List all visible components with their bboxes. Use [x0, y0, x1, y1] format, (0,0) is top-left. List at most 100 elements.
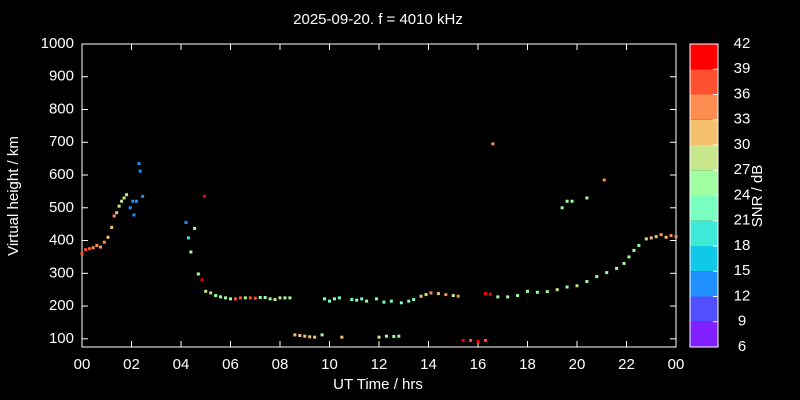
data-point — [365, 299, 369, 303]
data-point — [141, 194, 145, 198]
data-point — [196, 272, 200, 276]
y-tick-label: 300 — [49, 264, 74, 281]
data-point — [238, 296, 242, 300]
data-point — [303, 334, 307, 338]
colorbar-tick-label: 6 — [738, 338, 746, 355]
data-point — [632, 248, 636, 252]
data-point — [332, 297, 336, 301]
x-tick-label: 10 — [321, 356, 338, 373]
data-point — [209, 291, 213, 295]
data-point — [496, 295, 500, 299]
colorbar-tick-label: 33 — [734, 111, 751, 128]
data-point — [112, 214, 116, 218]
data-point — [278, 296, 282, 300]
data-point — [233, 297, 237, 301]
colorbar-tick-label: 39 — [734, 60, 751, 77]
data-point — [570, 199, 574, 203]
data-point — [120, 199, 124, 203]
data-point — [397, 334, 401, 338]
data-point — [99, 245, 103, 249]
data-point — [95, 243, 99, 247]
data-point — [132, 213, 136, 217]
data-point — [483, 338, 487, 342]
data-point — [516, 294, 520, 298]
data-point — [110, 225, 114, 229]
data-point — [117, 204, 121, 208]
colorbar-band — [690, 94, 718, 120]
data-point — [605, 271, 609, 275]
data-point — [360, 297, 364, 301]
y-tick-label: 1000 — [41, 35, 74, 52]
colorbar-tick-label: 27 — [734, 161, 751, 178]
data-point — [444, 293, 448, 297]
data-point — [134, 199, 138, 203]
data-point — [399, 301, 403, 305]
data-point — [436, 292, 440, 296]
data-point — [328, 299, 331, 303]
data-point — [102, 240, 106, 244]
data-point — [392, 335, 396, 339]
y-tick-label: 500 — [49, 199, 74, 216]
colorbar-band — [690, 145, 718, 171]
data-point — [263, 296, 267, 300]
colorbar-tick-label: 30 — [734, 136, 751, 153]
data-point — [461, 338, 465, 342]
x-tick-label: 08 — [272, 356, 289, 373]
data-point — [602, 178, 606, 182]
data-point — [491, 142, 495, 146]
data-point — [80, 252, 84, 256]
x-axis-label: UT Time / hrs — [333, 376, 423, 393]
data-point — [308, 335, 312, 339]
data-point — [128, 206, 132, 210]
x-tick-label: 22 — [618, 356, 635, 373]
data-point — [229, 297, 232, 301]
data-point — [200, 278, 204, 282]
data-point — [355, 298, 359, 302]
x-tick-label: 06 — [222, 356, 239, 373]
data-point — [476, 339, 480, 343]
x-tick-label: 18 — [519, 356, 536, 373]
x-tick-label: 16 — [470, 356, 487, 373]
colorbar-band — [690, 44, 718, 70]
data-point — [375, 297, 379, 301]
colorbar-tick-label: 36 — [734, 85, 751, 102]
colorbar-label: SNR / dB — [749, 165, 766, 228]
colorbar-band — [690, 69, 718, 95]
data-point — [293, 333, 297, 337]
data-point — [337, 296, 341, 300]
colorbar-tick-label: 21 — [734, 212, 751, 229]
data-point — [248, 296, 252, 300]
data-point — [122, 196, 126, 200]
data-point — [313, 335, 317, 339]
x-tick-label: 00 — [668, 356, 685, 373]
data-point — [189, 250, 193, 254]
y-tick-label: 100 — [49, 330, 74, 347]
data-point — [659, 233, 663, 237]
data-point — [424, 293, 428, 297]
data-point — [627, 255, 631, 259]
y-tick-label: 200 — [49, 297, 74, 314]
data-point — [575, 284, 579, 288]
colorbar-tick-label: 18 — [734, 237, 751, 254]
y-tick-label: 600 — [49, 166, 74, 183]
data-point — [595, 275, 599, 279]
data-point — [323, 297, 327, 301]
x-tick-label: 14 — [420, 356, 437, 373]
data-point — [224, 296, 228, 300]
data-point — [664, 235, 668, 239]
data-point — [389, 299, 393, 303]
colorbar-tick-label: 9 — [738, 313, 746, 330]
data-point — [585, 196, 589, 200]
data-point — [204, 289, 208, 293]
colorbar-band — [690, 195, 718, 221]
data-point — [565, 199, 569, 203]
x-tick-label: 00 — [74, 356, 91, 373]
data-point — [137, 162, 141, 166]
data-point — [125, 193, 129, 197]
colorbar-tick-label: 42 — [734, 35, 751, 52]
data-point — [273, 298, 277, 302]
data-point — [184, 221, 188, 225]
data-point — [419, 294, 423, 298]
data-point — [565, 285, 569, 289]
